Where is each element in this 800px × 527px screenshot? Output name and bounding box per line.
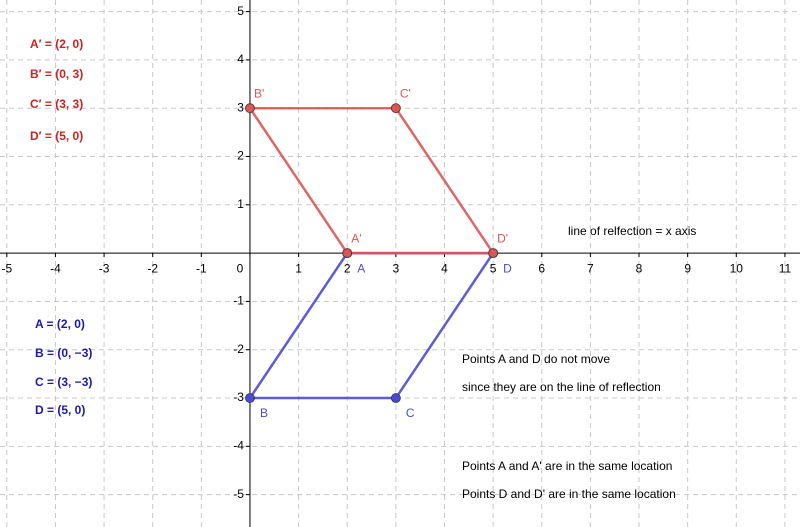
polygon-edge <box>247 106 496 255</box>
x-tick-label: 1 <box>295 261 302 275</box>
polygon-edge <box>247 251 496 400</box>
y-tick-label: 1 <box>237 197 244 211</box>
annotation: C′ = (3, 3) <box>30 97 83 111</box>
vertex-label: D <box>503 261 512 275</box>
x-tick-label: 6 <box>538 261 545 275</box>
y-tick-label: 5 <box>237 4 244 18</box>
x-tick-label: 8 <box>636 261 643 275</box>
annotation: Points A and A' are in the same location <box>462 459 672 473</box>
annotation: since they are on the line of reflection <box>462 380 661 394</box>
x-tick-label: 11 <box>779 261 792 275</box>
annotation: D′ = (5, 0) <box>30 129 83 143</box>
y-tick-label: 4 <box>237 52 244 66</box>
x-tick-label: 3 <box>393 261 400 275</box>
y-tick-label: -1 <box>233 294 244 308</box>
vertex <box>342 248 353 259</box>
annotation: B′ = (0, 3) <box>30 67 83 81</box>
y-tick-label: -5 <box>233 487 244 501</box>
annotation: A = (2, 0) <box>35 317 85 331</box>
x-tick-label: 9 <box>684 261 691 275</box>
y-tick-label: -3 <box>233 390 244 404</box>
vertex-label: B <box>260 406 268 420</box>
x-tick-label: 7 <box>587 261 594 275</box>
x-tick-label: -2 <box>147 261 158 275</box>
annotation: Points D and D' are in the same location <box>462 487 676 501</box>
x-tick-label: 0 <box>237 261 244 275</box>
x-tick-label: 5 <box>490 261 497 275</box>
vertex-label: C' <box>400 86 411 100</box>
vertex <box>390 103 401 114</box>
x-tick-label: -5 <box>1 261 12 275</box>
vertex <box>245 103 255 114</box>
vertex <box>488 248 499 259</box>
annotation: C = (3, −3) <box>35 375 92 389</box>
vertex-label: B' <box>254 86 264 100</box>
x-tick-label: 2 <box>344 261 351 275</box>
annotation: line of relfection = x axis <box>568 224 696 238</box>
y-tick-label: 2 <box>237 149 244 163</box>
vertex-label: A <box>357 261 365 275</box>
x-tick-label: -4 <box>50 261 61 275</box>
annotation: Points A and D do not move <box>462 352 610 366</box>
x-tick-label: -3 <box>99 261 110 275</box>
x-tick-label: 4 <box>441 261 448 275</box>
annotation: A′ = (2, 0) <box>30 37 83 51</box>
annotation: D = (5, 0) <box>35 403 85 417</box>
vertex <box>390 393 401 403</box>
vertex-label: D' <box>497 231 508 245</box>
vertex <box>245 393 255 403</box>
vertex-label: A' <box>351 231 361 245</box>
x-tick-label: -1 <box>196 261 207 275</box>
y-tick-label: -2 <box>233 342 244 356</box>
annotation: B = (0, −3) <box>35 346 92 360</box>
x-tick-label: 10 <box>730 261 744 275</box>
vertex-label: C <box>406 406 415 420</box>
y-tick-label: 3 <box>237 100 244 114</box>
y-tick-label: -4 <box>233 439 244 453</box>
